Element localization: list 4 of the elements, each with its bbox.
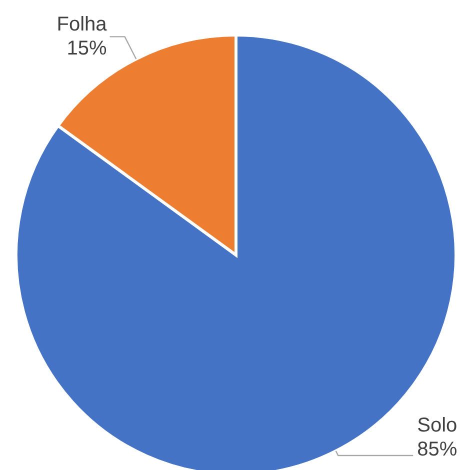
slice-label: Solo — [417, 414, 458, 436]
data-label: 15% — [66, 38, 107, 60]
data-label: 85% — [417, 438, 458, 460]
slice-label: Folha — [56, 14, 108, 36]
